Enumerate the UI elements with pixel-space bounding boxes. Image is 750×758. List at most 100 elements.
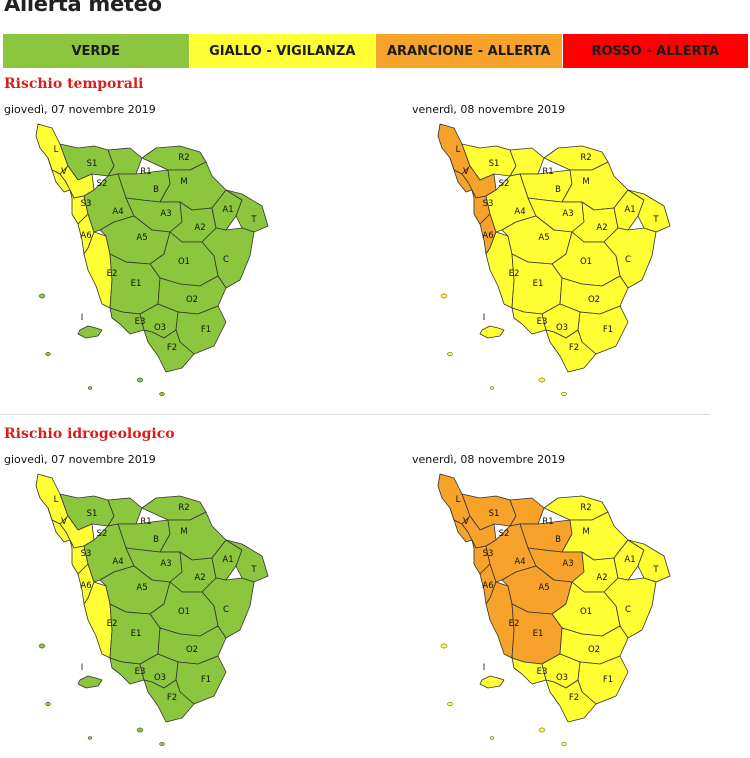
islet [538, 727, 546, 733]
zone-label-v: V [463, 517, 469, 527]
zone-label-l: L [456, 145, 461, 155]
islet [45, 352, 51, 356]
zone-label-e1: E1 [131, 279, 142, 289]
zone-label-v: V [463, 167, 469, 177]
zone-f2 [143, 329, 195, 373]
zone-label-a5: A5 [136, 233, 147, 243]
islet [136, 377, 144, 383]
zone-label-a1: A1 [222, 205, 233, 215]
zone-label-b: B [555, 185, 561, 195]
legend-green: VERDE [3, 34, 190, 68]
zone-label-e3: E3 [135, 667, 146, 677]
zone-label-o3: O3 [556, 673, 568, 683]
zone-label-f2: F2 [569, 343, 579, 353]
zone-label-a2: A2 [194, 223, 205, 233]
zone-label-s1: S1 [87, 159, 98, 169]
zone-label-v: V [61, 517, 67, 527]
zone-label-i: I [81, 313, 84, 323]
zone-label-f1: F1 [201, 325, 211, 335]
zone-label-e1: E1 [533, 279, 544, 289]
zone-e3 [109, 307, 145, 335]
zone-label-s3: S3 [483, 549, 494, 559]
islet [561, 742, 567, 746]
zone-label-a1: A1 [222, 555, 233, 565]
zone-e3 [109, 657, 145, 685]
zone-label-r1: R1 [542, 517, 553, 527]
zone-label-o2: O2 [588, 295, 600, 305]
zone-label-a2: A2 [596, 223, 607, 233]
page-title: Allerta meteo [4, 0, 162, 16]
islet [538, 377, 546, 383]
alert-legend: VERDE GIALLO - VIGILANZA ARANCIONE - ALL… [3, 34, 749, 68]
section-title-idrogeologico: Rischio idrogeologico [4, 426, 175, 442]
zone-label-f2: F2 [167, 343, 177, 353]
zone-label-r1: R1 [542, 167, 553, 177]
zone-label-r2: R2 [178, 153, 189, 163]
legend-red: ROSSO - ALLERTA [562, 34, 749, 68]
section-title-temporali: Rischio temporali [4, 76, 144, 92]
islet [159, 742, 165, 746]
zone-r1 [107, 147, 143, 177]
zone-label-r1: R1 [140, 517, 151, 527]
islet [136, 727, 144, 733]
zone-label-e3: E3 [135, 317, 146, 327]
map-idrogeologico-1: L V S1 S2 S3 A6 E2 R1 R2 B M A4 A3 A2 A1 T A5 C O1 E1 O2 E3 O3… [30, 468, 280, 758]
zone-label-b: B [555, 535, 561, 545]
zone-label-l: L [54, 495, 59, 505]
zone-label-s2: S2 [499, 529, 510, 539]
zone-f2 [545, 329, 597, 373]
zone-label-s3: S3 [81, 199, 92, 209]
zone-label-f1: F1 [603, 325, 613, 335]
zone-r1 [509, 147, 545, 177]
zone-label-a6: A6 [80, 231, 91, 241]
zone-i [77, 325, 103, 339]
zone-r1 [509, 497, 545, 527]
zone-label-i: I [81, 663, 84, 673]
zone-label-o2: O2 [588, 645, 600, 655]
islet [159, 392, 165, 396]
islet [489, 736, 495, 740]
zone-label-o3: O3 [556, 323, 568, 333]
legend-yellow: GIALLO - VIGILANZA [189, 34, 376, 68]
zone-label-a5: A5 [136, 583, 147, 593]
islet [440, 643, 448, 649]
islet [447, 702, 453, 706]
zone-label-a6: A6 [482, 581, 493, 591]
zone-i [77, 675, 103, 689]
zone-label-a5: A5 [538, 233, 549, 243]
zone-label-a6: A6 [80, 581, 91, 591]
zone-label-c: C [625, 605, 631, 615]
zone-f2 [143, 679, 195, 723]
zone-label-c: C [223, 605, 229, 615]
zone-label-a3: A3 [160, 209, 171, 219]
islet [447, 352, 453, 356]
zone-label-a3: A3 [160, 559, 171, 569]
zone-label-t: T [250, 215, 257, 225]
islet [38, 643, 46, 649]
zone-label-t: T [652, 215, 659, 225]
zone-label-a4: A4 [112, 207, 123, 217]
zone-label-e2: E2 [509, 269, 520, 279]
zone-label-a4: A4 [112, 557, 123, 567]
zone-label-f2: F2 [167, 693, 177, 703]
zone-label-o3: O3 [154, 673, 166, 683]
zone-label-o2: O2 [186, 645, 198, 655]
zone-label-b: B [153, 185, 159, 195]
zone-label-a2: A2 [596, 573, 607, 583]
zone-label-o3: O3 [154, 323, 166, 333]
zone-label-a2: A2 [194, 573, 205, 583]
zone-label-f2: F2 [569, 693, 579, 703]
map-date: venerdì, 08 novembre 2019 [412, 103, 566, 116]
zone-e3 [511, 657, 547, 685]
zone-label-s1: S1 [489, 509, 500, 519]
zone-label-a5: A5 [538, 583, 549, 593]
zone-label-f1: F1 [201, 675, 211, 685]
zone-i [479, 325, 505, 339]
zone-label-e2: E2 [107, 269, 118, 279]
zone-label-s1: S1 [87, 509, 98, 519]
zone-label-e1: E1 [131, 629, 142, 639]
zone-label-r2: R2 [580, 153, 591, 163]
zone-label-o1: O1 [580, 257, 592, 267]
zone-label-v: V [61, 167, 67, 177]
zone-label-a3: A3 [562, 559, 573, 569]
